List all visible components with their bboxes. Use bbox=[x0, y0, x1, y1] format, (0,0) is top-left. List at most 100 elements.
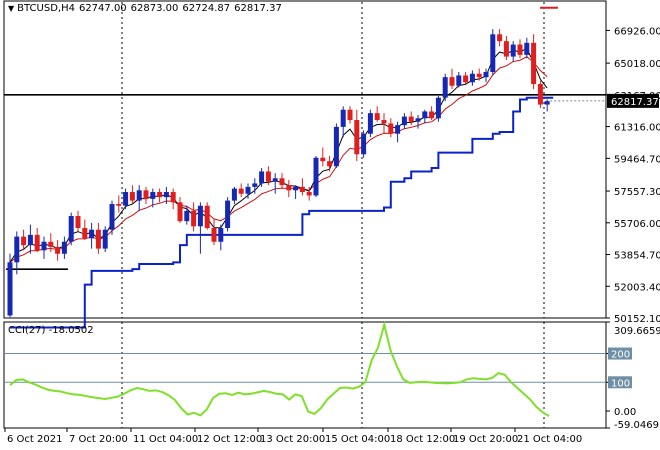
candle-body-2 bbox=[21, 236, 27, 246]
cci-path bbox=[9, 320, 550, 418]
candle-body-49 bbox=[340, 109, 346, 127]
cci-tick-label-4: -59.0469 bbox=[614, 420, 659, 431]
candle-50 bbox=[347, 106, 353, 124]
time-tick-label-7: 19 Oct 20:00 bbox=[453, 434, 518, 445]
candle-33 bbox=[231, 186, 237, 205]
candle-55 bbox=[381, 113, 387, 134]
candle-36 bbox=[252, 178, 258, 194]
candle-body-7 bbox=[55, 246, 61, 254]
candle-body-59 bbox=[408, 116, 414, 122]
candle-20 bbox=[143, 186, 149, 205]
candle-body-17 bbox=[123, 192, 129, 206]
candle-body-29 bbox=[204, 205, 210, 229]
candle-3 bbox=[27, 224, 33, 254]
candle-35 bbox=[245, 183, 251, 199]
candle-body-51 bbox=[354, 120, 360, 155]
price-tick-label-4: 59464.70 bbox=[614, 154, 660, 165]
candle-57 bbox=[395, 121, 401, 143]
candle-body-38 bbox=[265, 171, 271, 182]
candle-body-57 bbox=[395, 125, 401, 134]
candle-body-41 bbox=[286, 185, 292, 191]
candle-12 bbox=[89, 222, 95, 249]
candle-54 bbox=[374, 106, 380, 122]
indicator-header: CCI(27) -18.0502 bbox=[8, 325, 94, 336]
candle-10 bbox=[75, 210, 81, 232]
price-tick-label-8: 52003.40 bbox=[614, 282, 660, 293]
candle-body-3 bbox=[27, 234, 33, 246]
candle-body-64 bbox=[442, 77, 448, 98]
candle-15 bbox=[109, 200, 115, 235]
candle-body-22 bbox=[157, 192, 163, 198]
price-axis: 66926.0065018.0063167.0061316.0059464.70… bbox=[606, 26, 660, 325]
price-tick-label-7: 53854.70 bbox=[614, 251, 660, 262]
candle-body-19 bbox=[136, 190, 142, 201]
price-tick-label-6: 55706.00 bbox=[614, 219, 660, 230]
candle-body-69 bbox=[476, 73, 482, 78]
candle-body-37 bbox=[259, 171, 265, 184]
cci-line bbox=[9, 320, 550, 418]
candle-0 bbox=[7, 253, 13, 318]
candle-body-76 bbox=[524, 42, 530, 55]
candle-5 bbox=[41, 236, 47, 259]
cci-tick-label-3: 0.00 bbox=[614, 407, 636, 418]
time-tick-label-5: 15 Oct 04:00 bbox=[325, 434, 390, 445]
candle-body-34 bbox=[238, 188, 244, 194]
candle-body-61 bbox=[422, 111, 428, 119]
time-tick-label-3: 12 Oct 12:00 bbox=[197, 434, 262, 445]
cci-level-badge-2 bbox=[608, 376, 632, 389]
candle-body-10 bbox=[75, 216, 81, 229]
candle-body-65 bbox=[449, 77, 455, 86]
candle-body-52 bbox=[361, 133, 367, 155]
high-value: 62873.00 bbox=[130, 3, 179, 14]
candle-body-46 bbox=[320, 157, 326, 162]
time-tick-label-8: 21 Oct 04:00 bbox=[517, 434, 582, 445]
candle-46 bbox=[320, 147, 326, 167]
price-tick-label-5: 57557.30 bbox=[614, 187, 660, 198]
candle-27 bbox=[191, 202, 197, 232]
candle-49 bbox=[340, 106, 346, 138]
candle-38 bbox=[265, 166, 271, 186]
candle-69 bbox=[476, 68, 482, 81]
collapse-triangle-icon[interactable]: ▼ bbox=[8, 4, 15, 13]
candle-body-9 bbox=[68, 216, 74, 242]
price-tick-label-3: 61316.00 bbox=[614, 123, 660, 134]
candle-body-48 bbox=[333, 126, 339, 167]
candle-2 bbox=[21, 229, 27, 251]
cci-tick-label-1: 200 bbox=[611, 350, 630, 361]
candle-29 bbox=[204, 202, 210, 230]
candle-body-74 bbox=[510, 44, 516, 57]
current-price-label: 62817.37 bbox=[611, 97, 659, 108]
candle-43 bbox=[299, 178, 305, 196]
time-tick-label-2: 11 Oct 04:00 bbox=[133, 434, 198, 445]
candle-76 bbox=[524, 37, 530, 59]
candle-body-71 bbox=[490, 34, 496, 73]
stop-path bbox=[10, 96, 554, 329]
candle-body-14 bbox=[102, 229, 108, 249]
candle-body-62 bbox=[429, 111, 435, 119]
candle-body-58 bbox=[401, 116, 407, 126]
candles[interactable] bbox=[7, 29, 550, 318]
candle-body-60 bbox=[415, 118, 421, 122]
candle-body-43 bbox=[299, 186, 305, 193]
candle-body-26 bbox=[184, 210, 190, 222]
candle-31 bbox=[218, 224, 224, 251]
candle-body-5 bbox=[41, 241, 47, 251]
candle-17 bbox=[123, 188, 129, 210]
time-tick-label-4: 13 Oct 20:00 bbox=[260, 434, 325, 445]
candle-37 bbox=[259, 168, 265, 187]
candle-body-20 bbox=[143, 190, 149, 199]
candle-body-77 bbox=[531, 42, 537, 85]
candle-68 bbox=[469, 70, 475, 86]
candle-body-15 bbox=[109, 204, 115, 230]
candle-74 bbox=[510, 41, 516, 62]
price-tick-label-0: 66926.00 bbox=[614, 26, 660, 37]
candle-45 bbox=[313, 156, 319, 198]
candle-13 bbox=[95, 222, 101, 254]
candle-73 bbox=[503, 36, 509, 61]
candle-18 bbox=[129, 185, 135, 205]
cci-level-badge-1 bbox=[608, 347, 632, 360]
candle-body-8 bbox=[61, 241, 67, 254]
time-tick-label-6: 18 Oct 12:00 bbox=[390, 434, 455, 445]
close-value: 62817.37 bbox=[234, 3, 282, 14]
